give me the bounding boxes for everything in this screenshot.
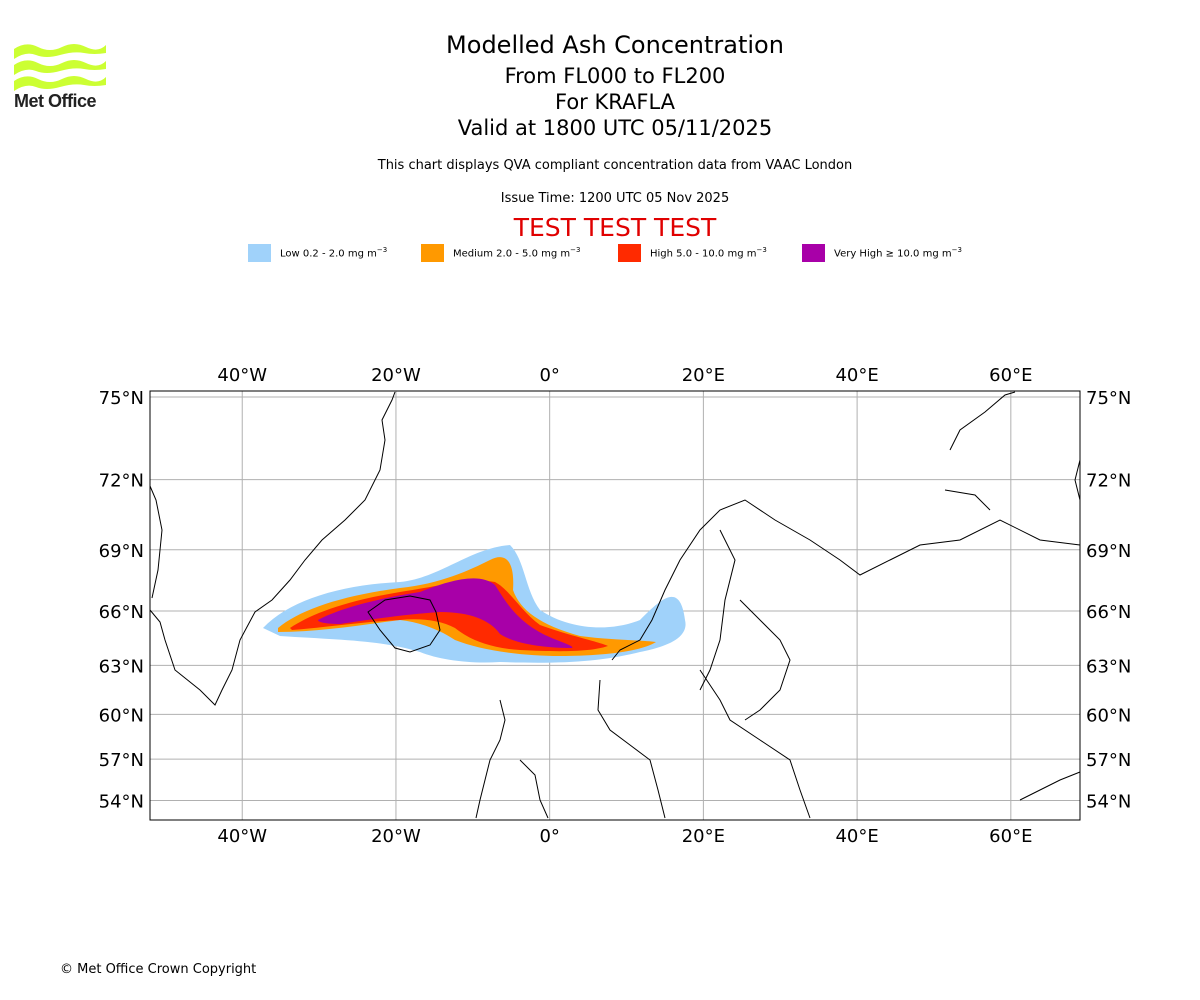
graticule — [150, 391, 1080, 820]
lat-label-left: 57°N — [99, 750, 144, 771]
lat-label-left: 69°N — [99, 541, 144, 562]
lat-label-right: 60°N — [1086, 705, 1131, 726]
chart-title: Modelled Ash Concentration — [446, 31, 784, 59]
ash-plume — [263, 545, 686, 663]
lat-label-right: 75°N — [1086, 388, 1131, 409]
legend-label: Low 0.2 - 2.0 mg m — [280, 248, 377, 260]
lat-label-right: 69°N — [1086, 541, 1131, 562]
legend-item-low: Low 0.2 - 2.0 mg m−3 — [248, 244, 387, 262]
lon-label-bottom: 40°E — [835, 826, 878, 847]
lat-label-right: 57°N — [1086, 750, 1131, 771]
plume-very-high — [318, 578, 573, 648]
legend-swatch — [618, 244, 641, 262]
lat-label-left: 54°N — [99, 791, 144, 812]
subtitle: This chart displays QVA compliant concen… — [377, 158, 853, 173]
lat-label-left: 63°N — [99, 656, 144, 677]
legend-label: High 5.0 - 10.0 mg m — [650, 248, 757, 260]
logo-text: Met Office — [14, 91, 97, 111]
lon-label-top: 40°E — [835, 365, 878, 386]
coastlines — [149, 391, 1081, 819]
lat-label-right: 63°N — [1086, 656, 1131, 677]
test-banner: TEST TEST TEST — [513, 213, 717, 242]
lon-label-top: 0° — [539, 365, 559, 386]
legend-item-high: High 5.0 - 10.0 mg m−3 — [618, 244, 767, 262]
coast-svalbard — [944, 391, 1081, 511]
legend-item-medium: Medium 2.0 - 5.0 mg m−3 — [421, 244, 580, 262]
legend-label: Very High ≥ 10.0 mg m — [834, 248, 952, 260]
coast-scandinavia-south — [597, 669, 811, 819]
flight-levels: From FL000 to FL200 — [504, 64, 726, 88]
met-office-logo-icon — [14, 44, 106, 91]
lat-label-right: 66°N — [1086, 602, 1131, 623]
lon-label-top: 40°W — [217, 365, 267, 386]
lat-label-right: 72°N — [1086, 471, 1131, 492]
valid-time: Valid at 1800 UTC 05/11/2025 — [457, 116, 773, 140]
coast-iceland — [367, 595, 441, 653]
legend-item-very-high: Very High ≥ 10.0 mg m−3 — [802, 244, 962, 262]
lon-label-bottom: 20°W — [371, 826, 421, 847]
legend-swatch — [248, 244, 271, 262]
lon-label-top: 60°E — [989, 365, 1032, 386]
volcano-name: For KRAFLA — [555, 90, 675, 114]
lat-label-right: 54°N — [1086, 791, 1131, 812]
coast-norway — [611, 499, 1081, 661]
issue-time: Issue Time: 1200 UTC 05 Nov 2025 — [500, 191, 730, 206]
coast-finland — [699, 529, 791, 721]
lon-label-bottom: 20°E — [682, 826, 725, 847]
lon-label-bottom: 0° — [539, 826, 559, 847]
legend-swatch — [802, 244, 825, 262]
lat-label-left: 75°N — [99, 388, 144, 409]
copyright: © Met Office Crown Copyright — [60, 962, 257, 977]
lon-label-top: 20°E — [682, 365, 725, 386]
coast-greenland — [149, 391, 396, 706]
legend-label: Medium 2.0 - 5.0 mg m — [453, 248, 571, 260]
lat-label-left: 66°N — [99, 602, 144, 623]
coast-uk — [475, 699, 549, 819]
legend-swatch — [421, 244, 444, 262]
lon-label-bottom: 60°E — [989, 826, 1032, 847]
coast-russia-south — [1019, 771, 1081, 801]
lon-label-bottom: 40°W — [217, 826, 267, 847]
lat-label-left: 72°N — [99, 471, 144, 492]
lat-label-left: 60°N — [99, 705, 144, 726]
axis-labels: 40°W 40°W 20°W 20°W 0° 0° 20°E 20°E 40°E 40°E 60°E… — [99, 365, 1132, 847]
lon-label-top: 20°W — [371, 365, 421, 386]
map-frame — [149, 390, 1081, 821]
